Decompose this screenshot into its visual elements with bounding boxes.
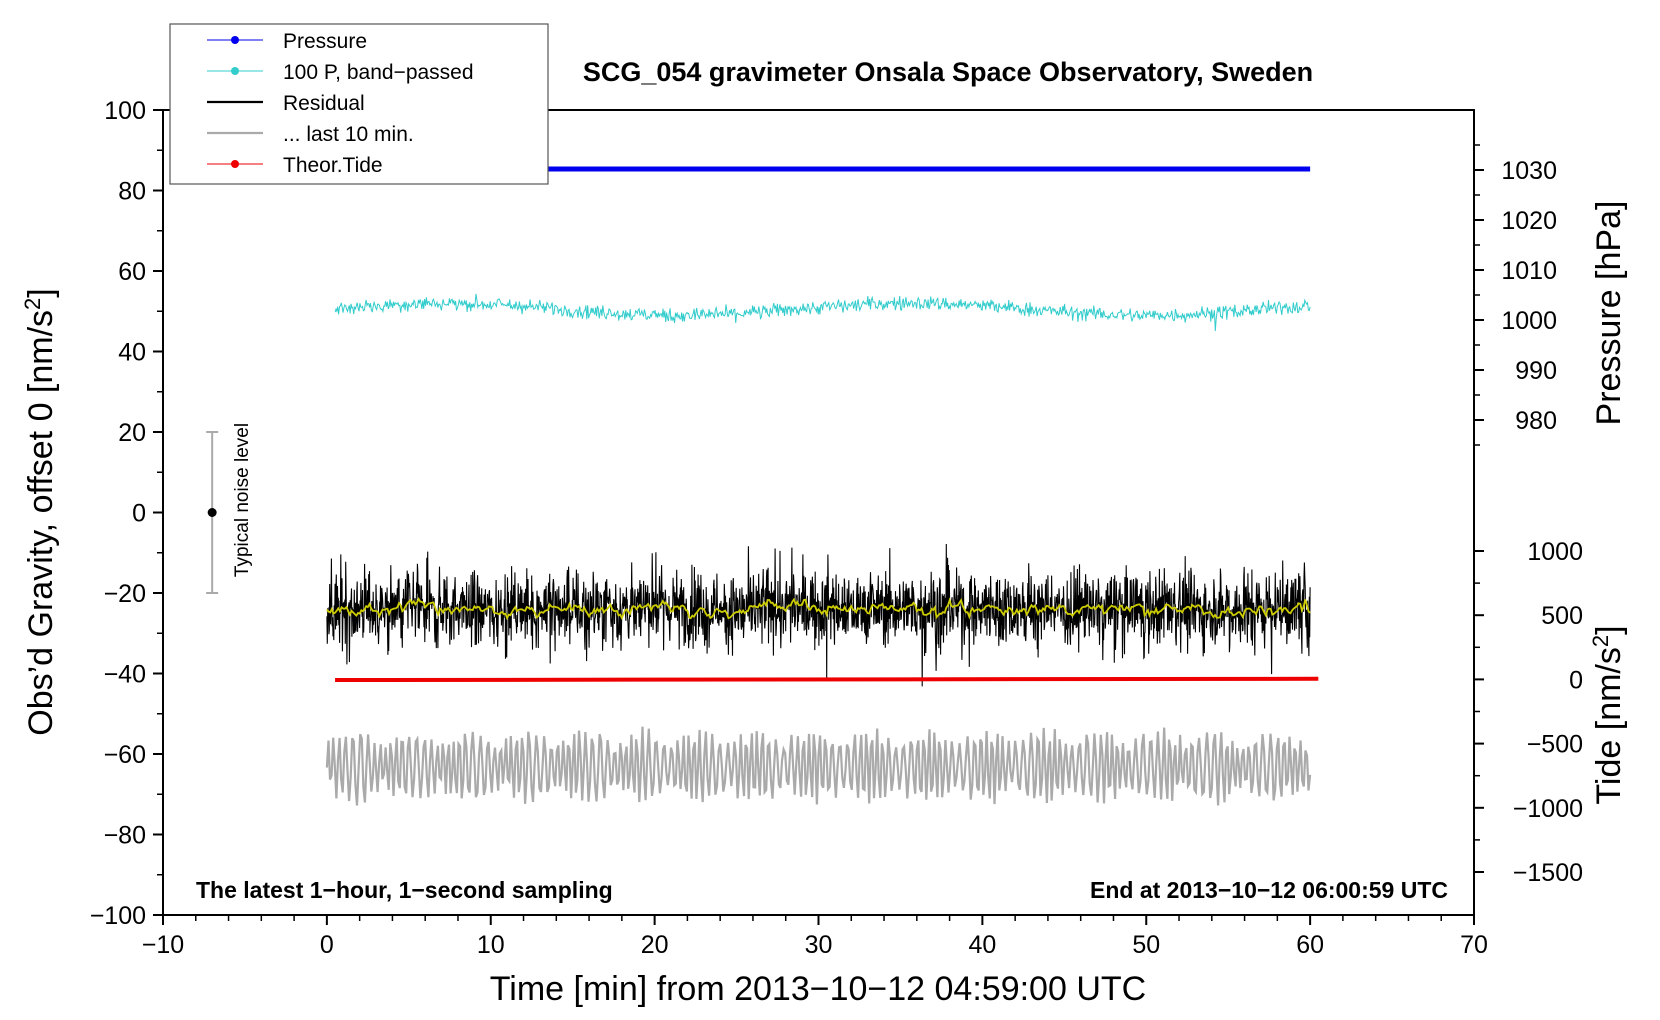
y-axis-label-gravity-close: ] <box>22 288 60 297</box>
series-residual-smoothed-line <box>326 596 1311 621</box>
y-axis-label-tide: Tide [nm/s2] <box>1588 625 1628 804</box>
x-tick-label: 70 <box>1460 931 1488 959</box>
tide-tick-label: 500 <box>1541 602 1583 630</box>
legend: Pressure 100 P, band−passed Residual ...… <box>169 23 549 185</box>
legend-box <box>169 23 549 185</box>
x-tick-label: 10 <box>477 931 505 959</box>
pressure-tick-label: 990 <box>1515 357 1557 385</box>
y-tick-label: 60 <box>118 258 146 286</box>
sampling-note: The latest 1−hour, 1−second sampling <box>196 877 613 903</box>
x-tick-label: 0 <box>320 931 334 959</box>
noise-level-marker <box>207 508 217 517</box>
tide-tick-label: −1500 <box>1513 859 1583 887</box>
series-theor-tide-line <box>335 676 1319 683</box>
legend-label-band-passed: 100 P, band−passed <box>283 61 474 84</box>
y-tick-label: 20 <box>118 419 146 447</box>
noise-level-label: Typical noise level <box>232 423 253 577</box>
plot-layer <box>206 166 1319 806</box>
x-tick-label: 30 <box>805 931 833 959</box>
pressure-tick-label: 1000 <box>1501 307 1557 335</box>
series-band-passed-line <box>334 293 1311 332</box>
y-axis-label-tide-text: Tide [nm/s <box>1590 647 1628 804</box>
tide-tick-label: 1000 <box>1527 538 1583 566</box>
y-axis-label-gravity-sup: 2 <box>20 298 45 310</box>
y-tick-label: 40 <box>118 339 146 367</box>
series-residual-line <box>326 543 1311 687</box>
legend-label-theor-tide: Theor.Tide <box>283 154 383 177</box>
x-tick-label: −10 <box>142 931 184 959</box>
pressure-tick-label: 1030 <box>1501 157 1557 185</box>
legend-marker-band-passed <box>231 67 239 75</box>
legend-marker-pressure <box>231 36 239 44</box>
pressure-tick-label: 1020 <box>1501 207 1557 235</box>
legend-label-residual: Residual <box>283 92 365 115</box>
x-tick-label: 20 <box>641 931 669 959</box>
chart-title: SCG_054 gravimeter Onsala Space Observat… <box>583 57 1313 87</box>
y-axis-label-pressure: Pressure [hPa] <box>1590 201 1628 426</box>
ticks-layer: −10 0 10 20 30 40 50 60 70100806040200−20−40−60−… <box>90 97 1583 959</box>
y-tick-label: 100 <box>104 97 146 125</box>
pressure-tick-label: 980 <box>1515 407 1557 435</box>
y-axis-label-gravity: Obs’d Gravity, offset 0 [nm/s2] <box>20 288 60 735</box>
x-tick-label: 50 <box>1132 931 1160 959</box>
tide-tick-label: −1000 <box>1513 795 1583 823</box>
y-axis-label-tide-sup: 2 <box>1588 635 1613 647</box>
tide-tick-label: −500 <box>1527 731 1583 759</box>
y-tick-label: −20 <box>104 580 146 608</box>
y-axis-label-gravity-text: Obs’d Gravity, offset 0 [nm/s <box>22 310 60 736</box>
y-tick-label: −100 <box>90 902 146 930</box>
y-tick-label: 0 <box>132 500 146 528</box>
pressure-tick-label: 1010 <box>1501 257 1557 285</box>
tide-tick-label: 0 <box>1569 666 1583 694</box>
legend-label-pressure: Pressure <box>283 30 367 53</box>
x-tick-label: 60 <box>1296 931 1324 959</box>
series-last-10-min-line <box>325 726 1312 806</box>
x-tick-label: 40 <box>968 931 996 959</box>
end-time-note: End at 2013−10−12 06:00:59 UTC <box>1090 877 1448 903</box>
y-tick-label: −80 <box>104 822 146 850</box>
y-axis-label-tide-close: ] <box>1590 625 1628 634</box>
y-tick-label: −40 <box>104 661 146 689</box>
y-tick-label: −60 <box>104 741 146 769</box>
x-axis-label: Time [min] from 2013−10−12 04:59:00 UTC <box>490 970 1146 1008</box>
legend-marker-theor-tide <box>231 160 239 168</box>
y-tick-label: 80 <box>118 178 146 206</box>
legend-label-last-10-min: ... last 10 min. <box>283 123 414 146</box>
